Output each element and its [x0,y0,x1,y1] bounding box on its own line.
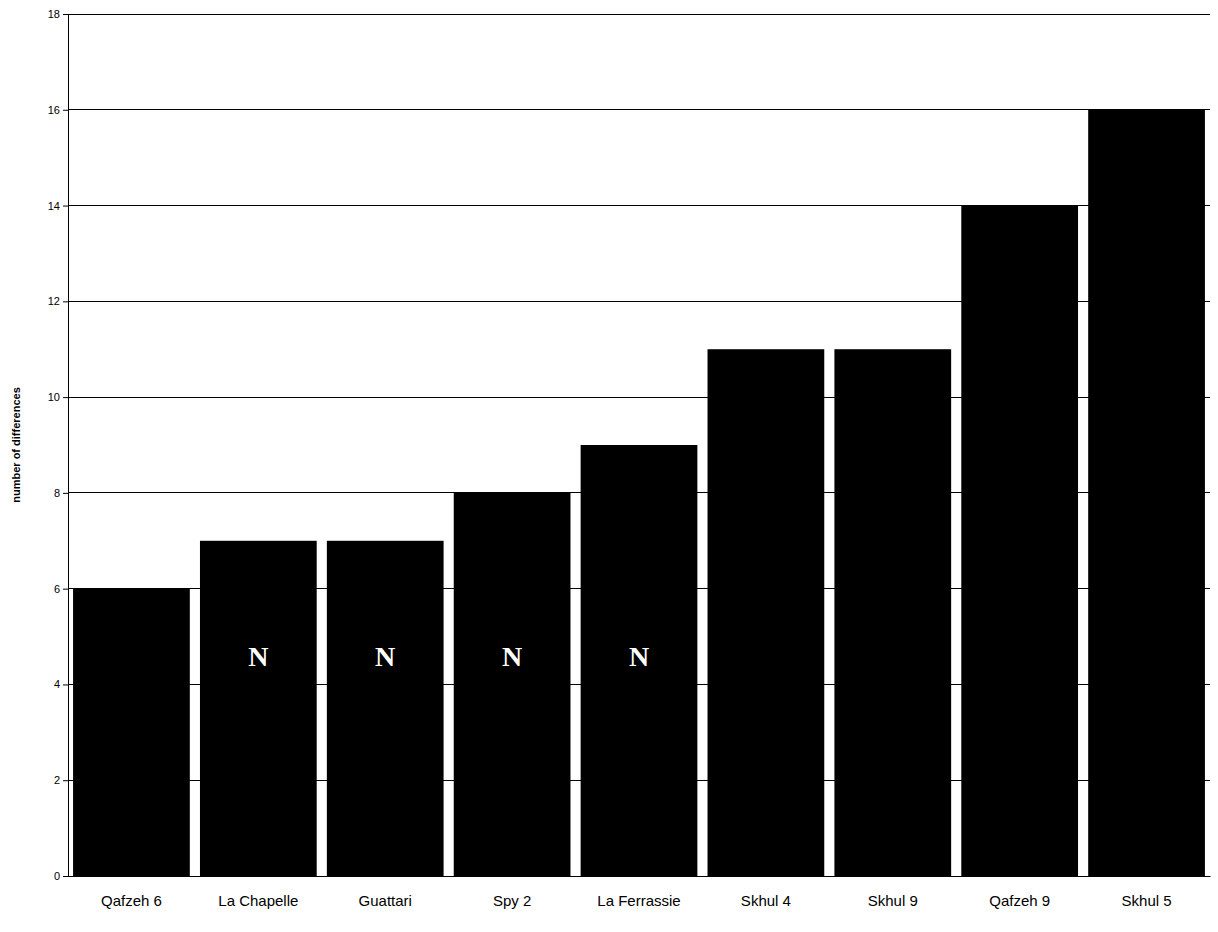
tick-label: 2 [54,774,60,786]
tick-label: 4 [54,678,60,690]
annotation: N [629,641,649,672]
tick: 10 [48,391,68,403]
tick-label: 8 [54,487,60,499]
tick: 18 [48,8,68,20]
tick-label: Qafzeh 9 [989,892,1050,909]
annotation: N [502,641,522,672]
bars [73,110,1205,876]
tick-label: 0 [54,870,60,882]
tick-label: 16 [48,104,60,116]
tick: 0 [54,870,68,882]
grid [68,14,1210,876]
axis-line [68,15,69,877]
tick: Spy 2 [493,876,531,909]
bar [73,589,190,876]
grid-line [68,109,1210,110]
tick-label: Guattari [359,892,412,909]
tick: La Ferrassie [597,876,680,909]
tick-label: Skhul 9 [868,892,918,909]
bar [327,541,444,876]
y-axis: 0 2 4 6 8 10 12 14 16 18 [48,8,69,882]
tick: 2 [54,774,68,786]
plot: 0 2 4 6 8 10 12 14 16 18 Qafzeh 6 La Chapelle Guatta… [48,8,1211,909]
tick: Skhul 4 [741,876,791,909]
tick: 16 [48,104,68,116]
tick-label: La Ferrassie [597,892,680,909]
tick-label: Spy 2 [493,892,531,909]
tick: 4 [54,678,68,690]
bar [200,541,317,876]
annotation: N [375,641,395,672]
tick: Skhul 9 [868,876,918,909]
tick: La Chapelle [218,876,298,909]
bar [1088,110,1205,876]
tick-mark [63,493,68,494]
tick: 14 [48,200,68,212]
tick-mark [63,780,68,781]
tick-mark [63,110,68,111]
tick-mark [63,876,68,877]
bar [961,206,1078,876]
tick-label: Skhul 4 [741,892,791,909]
tick-mark [63,589,68,590]
tick-label: 10 [48,391,60,403]
tick-label: 18 [48,8,60,20]
tick: Guattari [359,876,412,909]
bar [581,445,698,876]
chart: 0 2 4 6 8 10 12 14 16 18 Qafzeh 6 La Chapelle Guatta… [0,0,1218,932]
tick: 6 [54,583,68,595]
annotation: N [248,641,268,672]
axis-title: number of differences [10,387,22,503]
bar [454,493,571,876]
tick-label: 12 [48,295,60,307]
tick-mark [63,301,68,302]
bar [834,349,951,876]
annotations: NNNN [248,641,649,672]
tick-mark [63,684,68,685]
tick-label: 14 [48,200,60,212]
tick-label: 6 [54,583,60,595]
tick-mark [63,206,68,207]
tick-mark [63,397,68,398]
tick: 12 [48,295,68,307]
bar [708,349,825,876]
tick-label: Skhul 5 [1122,892,1172,909]
x-axis: Qafzeh 6 La Chapelle Guattari Spy 2 La Ferra… [69,876,1211,909]
tick-label: Qafzeh 6 [101,892,162,909]
axis-line [69,876,1211,877]
grid-line [68,14,1210,15]
tick-mark [63,14,68,15]
tick: 8 [54,487,68,499]
tick-label: La Chapelle [218,892,298,909]
tick: Skhul 5 [1122,876,1172,909]
tick: Qafzeh 9 [989,876,1050,909]
tick: Qafzeh 6 [101,876,162,909]
